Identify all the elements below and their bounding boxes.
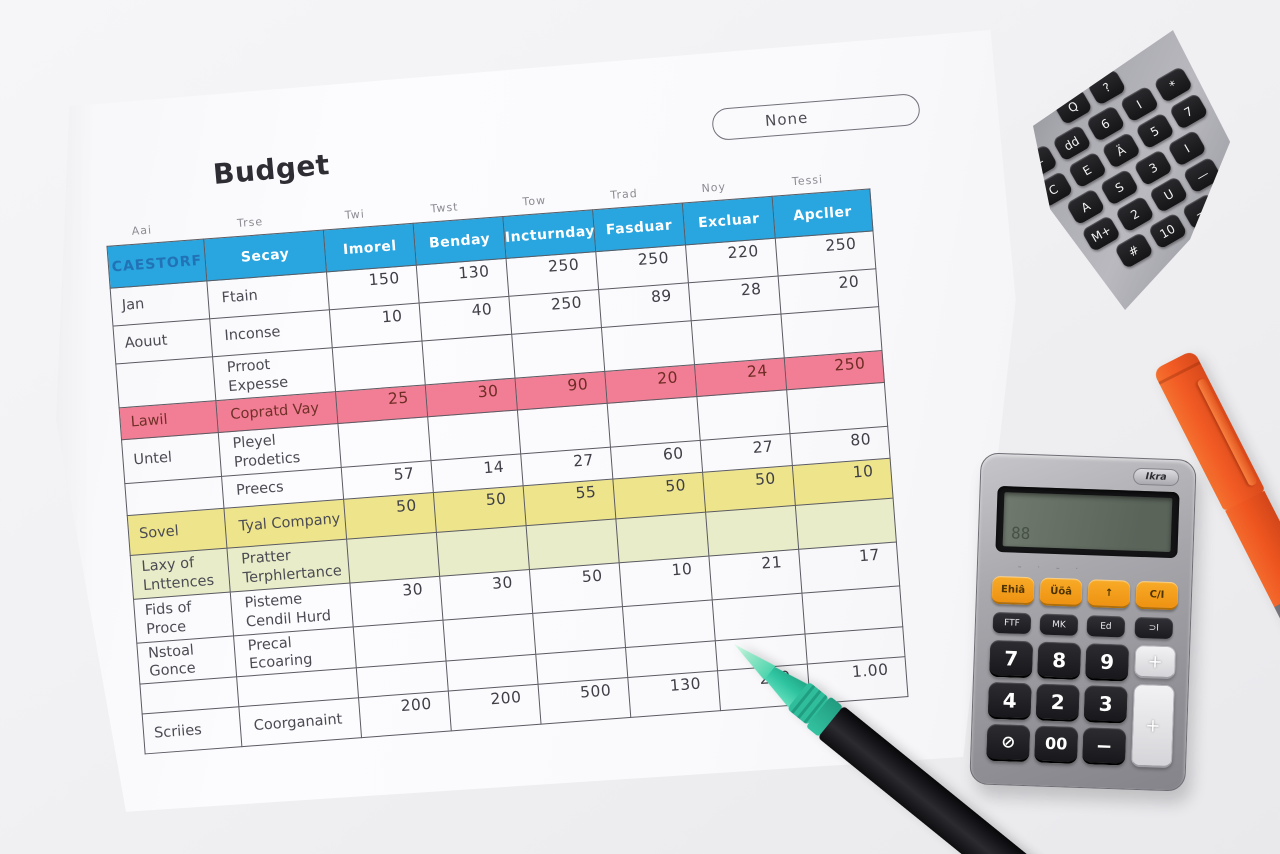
row-category-cell: Untel — [121, 432, 222, 484]
column-header: Imorel — [323, 223, 417, 272]
value-cell — [786, 382, 888, 434]
value-cell — [332, 340, 426, 392]
value-cell — [436, 525, 530, 577]
calculator-display-digits: 88 — [1010, 523, 1031, 544]
desk-calculator[interactable]: Ikra 88 – · – · Ehiâ Üöâ ↑ C∕I FTF MK Ed… — [969, 452, 1197, 792]
value-cell — [421, 334, 516, 385]
value-cell — [517, 403, 611, 454]
column-header: Incturnday — [502, 209, 596, 259]
note-pill-label: None — [764, 108, 809, 130]
row-category-cell — [115, 356, 216, 408]
value-cell — [615, 512, 709, 563]
ghost-column-label: Aai — [131, 223, 153, 238]
keypad-key[interactable]: 10 — [1147, 212, 1188, 250]
calc-memory-button[interactable]: MK — [1039, 613, 1079, 636]
value-cell — [622, 599, 716, 648]
ghost-column-label: Twi — [344, 207, 366, 222]
calc-zero-button[interactable]: ⊘ — [986, 723, 1031, 763]
calc-memory-button[interactable]: FTF — [992, 611, 1032, 635]
calculator-panel-marks: – · – · — [1017, 562, 1086, 574]
column-header: Benday — [413, 216, 507, 266]
value-cell — [705, 505, 799, 557]
ghost-column-label: Trse — [236, 215, 264, 230]
calc-percent-button[interactable]: Ed — [1086, 615, 1126, 638]
value-cell — [526, 518, 620, 570]
calculator-display: 88 — [995, 485, 1180, 559]
value-cell — [532, 606, 626, 655]
value-cell — [780, 306, 882, 358]
value-cell — [442, 613, 536, 662]
value-cell: 30 — [439, 569, 533, 621]
calc-minus-button[interactable]: − — [1082, 727, 1127, 766]
value-cell: 50 — [702, 465, 796, 513]
calc-digit-button[interactable]: 7 — [989, 639, 1034, 679]
calculator-brand-label: Ikra — [1145, 471, 1167, 483]
calc-function-button[interactable]: ↑ — [1087, 579, 1131, 609]
row-item-cell: Coorganaint — [238, 697, 362, 747]
calc-plus-small-button[interactable]: + — [1134, 644, 1177, 680]
calc-double-zero-button[interactable]: 00 — [1034, 725, 1079, 764]
calc-on-button[interactable]: C∕I — [1135, 580, 1179, 611]
value-cell — [346, 532, 440, 584]
ghost-column-label: Tessi — [791, 172, 824, 189]
ghost-column-label: Twst — [430, 200, 459, 216]
calculator-brand-badge: Ikra — [1132, 467, 1180, 487]
calculator-screen: 88 — [1002, 492, 1173, 553]
value-cell — [607, 396, 701, 448]
column-header: Fasduar — [592, 203, 686, 252]
value-cell — [795, 498, 897, 550]
ghost-column-label: Trad — [609, 186, 639, 202]
value-cell — [801, 585, 903, 635]
calc-plus-tall-button[interactable]: + — [1130, 683, 1175, 769]
value-cell: 21 — [708, 549, 802, 600]
row-category-cell: Scriies — [142, 706, 242, 755]
calc-function-button[interactable]: Üöâ — [1039, 577, 1083, 607]
calc-digit-button[interactable]: 9 — [1084, 643, 1130, 682]
calc-divide-button[interactable]: ⊃I — [1134, 616, 1174, 640]
marker-clip — [1196, 377, 1259, 487]
calc-digit-button[interactable]: 8 — [1037, 641, 1082, 680]
value-cell — [337, 416, 431, 468]
value-cell: 500 — [538, 677, 631, 725]
value-cell: 200 — [448, 684, 542, 732]
value-cell: 50 — [529, 562, 623, 614]
value-cell — [427, 410, 521, 461]
value-cell — [691, 313, 785, 365]
value-cell: 200 — [358, 691, 452, 738]
value-cell — [696, 389, 790, 441]
value-cell: 50 — [343, 492, 437, 540]
keypad-key[interactable]: # — [1113, 231, 1154, 270]
keypad-keys: Q? — dd 6 I * C E Ä 5 7 A S 3 I M+ 2 U — #10— — [1033, 30, 1230, 310]
calc-digit-button[interactable]: 2 — [1035, 683, 1080, 722]
keypad-calculator[interactable]: Q? — dd 6 I * C E Ä 5 7 A S 3 I M+ 2 U — #10— — [1033, 30, 1231, 311]
keypad-key[interactable]: — — [1182, 156, 1223, 194]
paper-curl-shadow — [56, 71, 121, 802]
pen-brush-tip — [728, 637, 775, 680]
value-cell: 130 — [627, 670, 721, 718]
calc-function-button[interactable]: Ehiâ — [991, 575, 1035, 606]
value-cell: 30 — [349, 576, 443, 627]
value-cell — [511, 327, 605, 379]
row-category-cell: Nstoal Gonce — [136, 635, 237, 685]
value-cell: 50 — [433, 485, 527, 533]
value-cell: 10 — [619, 556, 713, 607]
value-cell: 50 — [612, 472, 706, 519]
value-cell: 55 — [523, 479, 616, 526]
ghost-column-label: Tow — [522, 193, 547, 209]
ghost-column-label: Noy — [701, 180, 727, 196]
calc-digit-button[interactable]: 3 — [1083, 685, 1128, 724]
column-header: CAESTORF — [106, 239, 207, 289]
row-category-cell: Fids of Proce — [133, 592, 234, 644]
value-cell — [601, 320, 695, 372]
calc-digit-button[interactable]: 4 — [987, 681, 1032, 721]
row-category-cell: Laxy of Lnttences — [130, 548, 231, 600]
column-header: Apcller — [772, 188, 873, 239]
keypad-key[interactable]: — — [1180, 192, 1222, 231]
value-cell — [353, 620, 447, 669]
marker-body — [1225, 490, 1280, 607]
value-cell: 17 — [798, 541, 900, 594]
calculator-buttons: Ehiâ Üöâ ↑ C∕I FTF MK Ed ⊃I 7 8 9 + 4 2 … — [986, 575, 1179, 778]
column-header: Excluar — [682, 196, 776, 245]
